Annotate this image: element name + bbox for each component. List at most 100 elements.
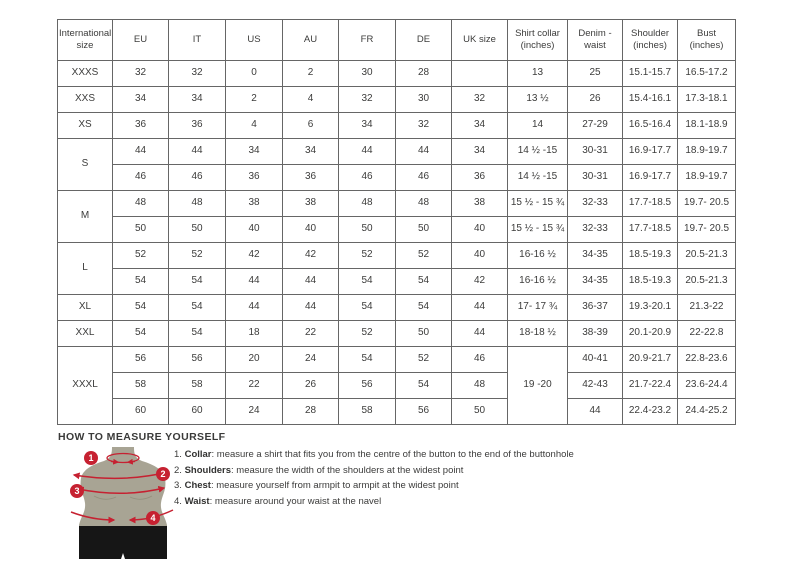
column-header: Denim - waist (567, 19, 623, 61)
table-cell: 54 (395, 372, 452, 399)
table-cell: 48 (112, 190, 169, 217)
table-cell: 42 (225, 242, 283, 269)
table-cell: 44 (338, 138, 396, 165)
table-cell: 30 (395, 86, 452, 113)
measure-instruction-waist: 4. Waist: measure around your waist at t… (174, 495, 574, 507)
table-cell: 48 (168, 190, 226, 217)
table-row: 54 54 44 44 54 54 42 16-16 ½ 34-35 18.5-19.3 20.5-… (58, 268, 736, 295)
measure-badge-4: 4 (146, 511, 160, 525)
table-cell: 28 (282, 398, 339, 425)
table-cell: 16.5-17.2 (677, 60, 736, 87)
table-cell: 26 (567, 86, 623, 113)
table-row: 46 46 36 36 46 46 36 14 ½ -15 30-31 16.9-17.7 18.9… (58, 164, 736, 191)
table-cell: 54 (112, 294, 169, 321)
table-cell: 36 (282, 164, 339, 191)
table-cell: 54 (112, 320, 169, 347)
table-cell: 15.1-15.7 (622, 60, 678, 87)
table-cell: 46 (451, 346, 508, 373)
table-cell: 54 (168, 268, 226, 295)
table-cell: 14 ½ -15 (507, 138, 568, 165)
table-cell: 38 (282, 190, 339, 217)
instruction-label: Waist (184, 495, 210, 507)
table-cell: 38-39 (567, 320, 623, 347)
svg-text:4: 4 (150, 513, 155, 523)
table-row: XL 54 54 44 44 54 54 44 17- 17 ¾ 36-37 19.3-20.1 21… (57, 294, 736, 321)
table-cell: 18.5-19.3 (622, 242, 678, 269)
table-cell: 24 (225, 398, 283, 425)
table-cell: 60 (112, 398, 169, 425)
table-cell: 40 (282, 216, 339, 243)
table-row: 50 50 40 40 50 50 40 15 ½ - 15 ¾ 32-33 17.7-18.5 1… (58, 216, 736, 243)
table-cell: 50 (395, 320, 452, 347)
table-row: XXXS 32 32 0 2 30 28 13 25 15.1-15.7 16.5-17.2 (57, 60, 736, 87)
table-cell: 58 (338, 398, 396, 425)
measure-badge-1: 1 (84, 451, 98, 465)
table-cell: 32-33 (567, 216, 623, 243)
measure-instruction-chest: 3. Chest: measure yourself from armpit t… (174, 481, 574, 491)
table-cell: 15 ½ - 15 ¾ (507, 216, 568, 243)
table-cell: 17.7-18.5 (622, 190, 678, 217)
table-cell: 44 (282, 294, 339, 321)
table-cell: 54 (395, 294, 452, 321)
table-row: S 44 44 34 34 44 44 34 14 ½ -15 30-31 16.9-17.7 18.… (57, 138, 736, 191)
table-cell: 46 (112, 164, 169, 191)
table-cell: 50 (451, 398, 508, 425)
table-cell: 36 (168, 112, 226, 139)
table-cell: 52 (112, 242, 169, 269)
svg-text:3: 3 (74, 486, 79, 496)
svg-text:2: 2 (160, 469, 165, 479)
collar-arrow-right (126, 458, 136, 465)
table-cell: XXL (57, 320, 113, 347)
table-cell: L (57, 242, 113, 295)
column-header: Bust (inches) (677, 19, 736, 61)
table-cell: 54 (168, 320, 226, 347)
table-cell: 32 (451, 86, 508, 113)
table-cell: 44 (225, 294, 283, 321)
table-cell: 20 (225, 346, 283, 373)
table-row: XXXL 56 56 20 24 54 52 46 19 -20 40-41 20.9-21.7 22… (57, 346, 736, 425)
table-cell: M (57, 190, 113, 243)
table-cell: 21.7-22.4 (622, 372, 678, 399)
table-cell: 20.1-20.9 (622, 320, 678, 347)
table-cell: 34 (338, 112, 396, 139)
table-cell: 40 (451, 216, 508, 243)
table-cell: 50 (112, 216, 169, 243)
table-cell: 54 (338, 346, 396, 373)
table-cell: 32 (112, 60, 169, 87)
table-cell: 18.9-19.7 (677, 138, 736, 165)
table-cell: 16.9-17.7 (622, 164, 678, 191)
collar-measure-line (106, 452, 140, 464)
table-cell: 50 (168, 216, 226, 243)
table-cell: 20.5-21.3 (677, 268, 736, 295)
table-cell: 20.9-21.7 (622, 346, 678, 373)
table-cell: 46 (168, 164, 226, 191)
column-header: US (225, 19, 283, 61)
table-cell: 44 (395, 138, 452, 165)
table-row: 60 60 24 28 58 56 50 44 22.4-23.2 24.4-25.2 (58, 398, 736, 425)
table-cell: 40-41 (567, 346, 623, 373)
table-cell: 18 (225, 320, 283, 347)
instruction-label: Collar (184, 449, 212, 460)
table-cell: 2 (282, 60, 339, 87)
table-row: XXS 34 34 2 4 32 30 32 13 ½ 26 15.4-16.1 17.3-18.1 (57, 86, 736, 113)
table-cell: 34-35 (567, 268, 623, 295)
table-cell: 0 (225, 60, 283, 87)
table-cell: 60 (168, 398, 226, 425)
table-cell: 44 (225, 268, 283, 295)
table-cell: 54 (338, 268, 396, 295)
column-header: Shoulder (inches) (622, 19, 678, 61)
table-cell: 52 (338, 242, 396, 269)
table-cell: 48 (395, 190, 452, 217)
table-cell: 18.5-19.3 (622, 268, 678, 295)
table-cell: 44 (112, 138, 169, 165)
table-cell: 34-35 (567, 242, 623, 269)
table-cell: XXXS (57, 60, 113, 87)
table-cell: 16.9-17.7 (622, 138, 678, 165)
instruction-text: : measure a shirt that fits you from the… (211, 449, 574, 460)
table-cell: 52 (338, 320, 396, 347)
table-cell: 21.3-22 (677, 294, 736, 321)
table-cell: 32 (168, 60, 226, 87)
table-cell: 44 (282, 268, 339, 295)
table-row: L 52 52 42 42 52 52 40 16-16 ½ 34-35 18.5-19.3 20.5… (57, 242, 736, 295)
table-cell: 56 (168, 346, 226, 373)
